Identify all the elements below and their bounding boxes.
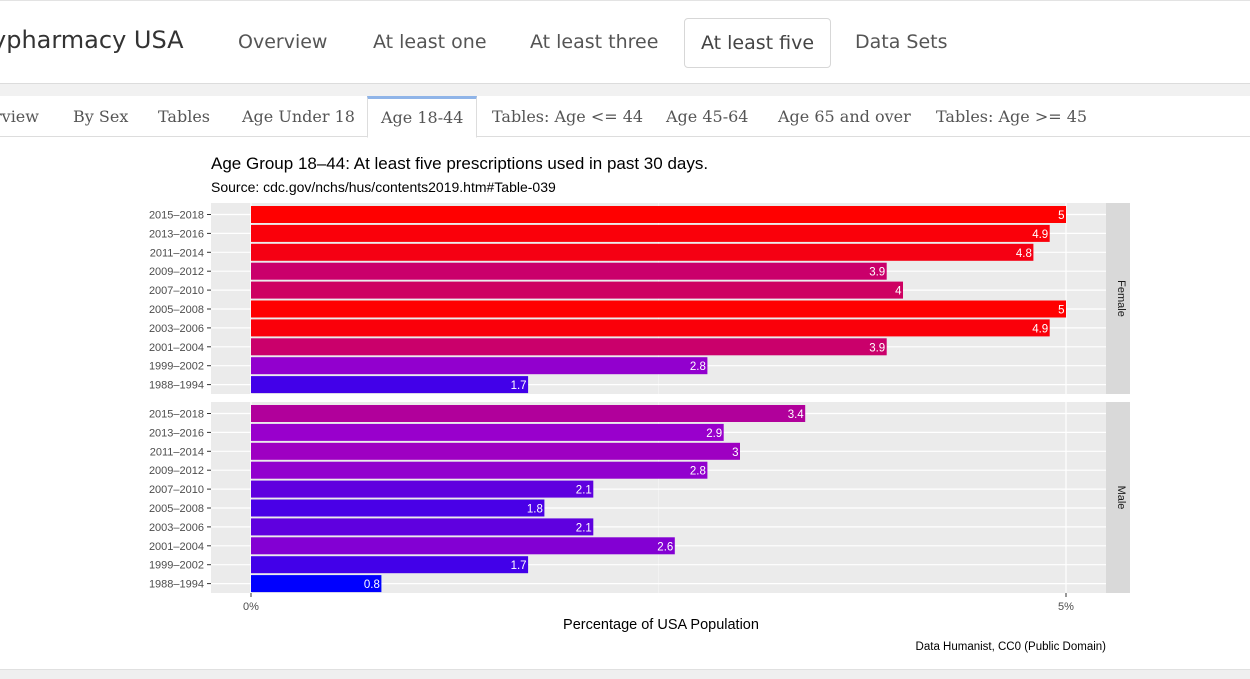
bar-value-label: 2.1 (576, 485, 592, 497)
bar[interactable] (251, 376, 529, 394)
y-tick-label: 1988–1994 (149, 380, 204, 392)
bar[interactable] (251, 442, 740, 460)
tab-tables-age-45[interactable]: Tables: Age >= 45 (936, 107, 1088, 126)
bar-value-label: 5 (1058, 305, 1064, 317)
bar-value-label: 2.8 (690, 466, 706, 478)
y-tick-label: 2013–2016 (149, 228, 204, 240)
bar[interactable] (251, 281, 903, 299)
chart-caption: Data Humanist, CC0 (Public Domain) (916, 641, 1107, 653)
y-tick-label: 2011–2014 (150, 247, 204, 259)
y-tick-label: 2009–2012 (149, 266, 204, 278)
facet-strip-male (1106, 402, 1130, 593)
tab-age-18-44[interactable]: Age 18-44 (367, 96, 478, 138)
bar[interactable] (251, 262, 887, 280)
bar-value-label: 1.7 (511, 380, 527, 392)
nav-data-sets[interactable]: Data Sets (855, 31, 948, 53)
tab-tables-age-44[interactable]: Tables: Age <= 44 (492, 107, 644, 126)
bar-value-label: 1.8 (527, 504, 543, 516)
y-tick-label: 2005–2008 (149, 503, 204, 515)
bar-value-label: 2.6 (657, 541, 673, 553)
bar-value-label: 3.9 (869, 342, 885, 354)
y-tick-label: 2007–2010 (149, 285, 204, 297)
tab-overview[interactable]: rview (0, 107, 39, 126)
tab-age-65-over[interactable]: Age 65 and over (778, 107, 911, 126)
bar-value-label: 4 (895, 286, 902, 298)
bar[interactable] (251, 243, 1034, 261)
tab-by-sex[interactable]: By Sex (73, 107, 129, 126)
y-tick-label: 1988–1994 (149, 579, 204, 591)
bar-value-label: 4.9 (1032, 323, 1048, 335)
bar-value-label: 3.4 (788, 409, 805, 421)
chart-container: Age Group 18–44: At least five prescript… (0, 137, 1250, 671)
y-tick-label: 2005–2008 (149, 304, 204, 316)
y-tick-label: 2003–2006 (149, 522, 204, 534)
nav-overview[interactable]: Overview (238, 31, 328, 53)
nav-at-least-one[interactable]: At least one (373, 31, 487, 53)
y-tick-label: 2007–2010 (149, 484, 204, 496)
chart-title: Age Group 18–44: At least five prescript… (211, 154, 708, 173)
bar-value-label: 0.8 (364, 579, 380, 591)
bar[interactable] (251, 537, 675, 555)
page-footer (0, 669, 1250, 679)
tab-bar: rview By Sex Tables Age Under 18 Age 18-… (0, 96, 1250, 138)
y-tick-label: 2001–2004 (149, 342, 204, 354)
bar[interactable] (251, 206, 1066, 223)
x-axis-label: Percentage of USA Population (563, 617, 759, 633)
bar-value-label: 4.8 (1016, 248, 1032, 260)
nav-at-least-five[interactable]: At least five (684, 18, 832, 68)
bar[interactable] (251, 357, 708, 375)
navbar: ypharmacy USA Overview At least one At l… (0, 0, 1250, 84)
bar[interactable] (251, 575, 382, 593)
y-tick-label: 1999–2002 (149, 560, 204, 572)
bar-value-label: 3 (732, 447, 738, 459)
bar[interactable] (251, 518, 594, 536)
bar-value-label: 2.8 (690, 361, 706, 373)
y-tick-label: 2001–2004 (149, 541, 204, 553)
bar-value-label: 3.9 (869, 267, 885, 279)
bar-value-label: 2.9 (706, 428, 722, 440)
bar[interactable] (251, 480, 594, 498)
bar-value-label: 1.7 (511, 560, 527, 572)
bar[interactable] (251, 319, 1050, 337)
facet-strip-label: Female (1115, 280, 1127, 317)
bar[interactable] (251, 423, 724, 441)
bar-value-label: 5 (1058, 210, 1064, 222)
bar[interactable] (251, 338, 887, 356)
y-tick-label: 2015–2018 (149, 210, 204, 222)
y-tick-label: 1999–2002 (149, 361, 204, 373)
bar[interactable] (251, 461, 708, 479)
y-tick-label: 2009–2012 (149, 465, 204, 477)
y-tick-label: 2013–2016 (149, 427, 204, 439)
bar-chart: Age Group 18–44: At least five prescript… (149, 154, 1130, 653)
facet-strip-label: Male (1115, 486, 1127, 510)
bar-value-label: 4.9 (1032, 229, 1048, 241)
navbar-gap (0, 84, 1250, 96)
bar[interactable] (251, 300, 1066, 318)
tab-age-under-18[interactable]: Age Under 18 (242, 107, 355, 126)
y-tick-label: 2011–2014 (150, 446, 204, 458)
y-tick-label: 2015–2018 (149, 409, 204, 421)
x-tick-label: 0% (243, 601, 259, 613)
chart-subtitle: Source: cdc.gov/nchs/hus/contents2019.ht… (211, 179, 556, 195)
bar-value-label: 2.1 (576, 522, 592, 534)
x-tick-label: 5% (1058, 601, 1074, 613)
y-tick-label: 2003–2006 (149, 323, 204, 335)
brand-title[interactable]: ypharmacy USA (0, 26, 184, 54)
bar[interactable] (251, 224, 1050, 242)
bar[interactable] (251, 499, 545, 517)
facet-strip-female (1106, 203, 1130, 394)
tab-tables[interactable]: Tables (158, 107, 211, 126)
bar[interactable] (251, 556, 529, 574)
tab-age-45-64[interactable]: Age 45-64 (666, 107, 749, 126)
bar[interactable] (251, 405, 806, 422)
nav-at-least-three[interactable]: At least three (530, 31, 659, 53)
